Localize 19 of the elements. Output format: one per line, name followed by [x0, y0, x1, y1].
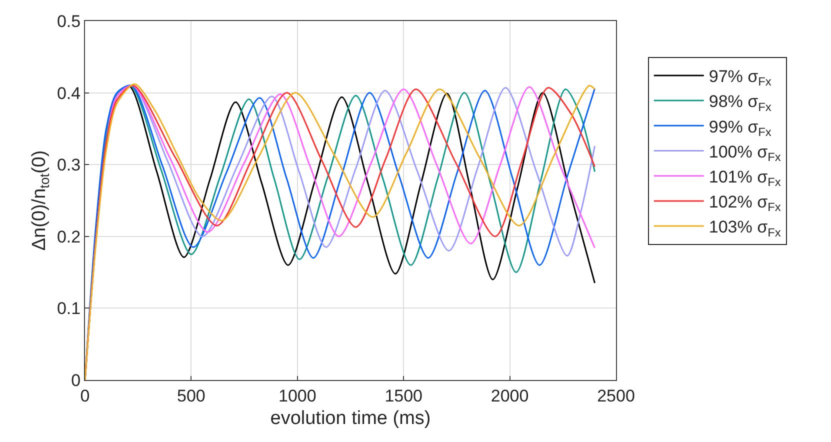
x-tick-label: 500	[177, 386, 206, 406]
y-tick-label: 0	[71, 370, 81, 390]
legend-label: 100% σ$_{Fx}$	[708, 142, 781, 164]
legend-label: 99% σ$_{Fx}$	[708, 117, 772, 139]
legend-label: 102% σ$_{Fx}$	[708, 192, 781, 214]
x-tick-label: 1000	[278, 386, 316, 406]
legend-label: 101% σ$_{Fx}$	[708, 167, 781, 190]
y-tick-label: 0.4	[56, 84, 81, 103]
y-tick-label: 0.1	[56, 299, 81, 318]
x-tick-label: 2500	[597, 386, 635, 406]
x-tick-label: 1500	[384, 386, 423, 406]
legend-label: 103% σ$_{Fx}$	[708, 218, 781, 240]
y-tick-label: 0.2	[56, 227, 81, 246]
x-tick-label: 2000	[490, 386, 529, 406]
x-axis-title: evolution time (ms)	[270, 408, 431, 430]
legend-label: 97% σ$_{Fx}$	[708, 67, 772, 89]
legend-label: 98% σ$_{Fx}$	[708, 92, 772, 114]
y-tick-label: 0.5	[56, 12, 81, 31]
y-tick-label: 0.3	[56, 156, 81, 175]
